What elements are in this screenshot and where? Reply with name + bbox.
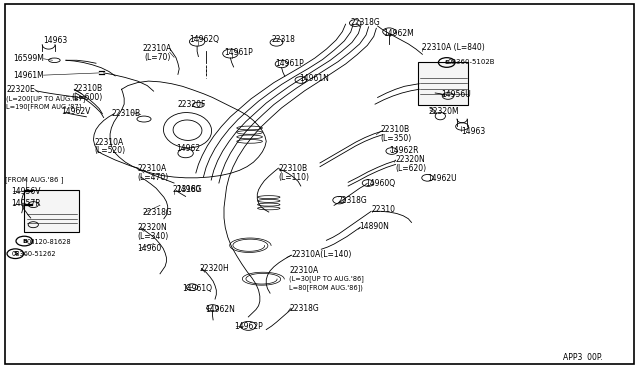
- Text: L=80[FROM AUG.'86]): L=80[FROM AUG.'86]): [289, 284, 363, 291]
- Text: 22320M: 22320M: [429, 107, 460, 116]
- Text: 22310B: 22310B: [278, 164, 308, 173]
- Text: 14961P: 14961P: [224, 48, 253, 57]
- Text: S: S: [13, 251, 18, 256]
- Text: 22310B: 22310B: [112, 109, 141, 118]
- Text: (L=200[UP TO AUG.'87]: (L=200[UP TO AUG.'87]: [6, 95, 86, 102]
- Text: 22310A: 22310A: [289, 266, 319, 275]
- Text: 22310B: 22310B: [74, 84, 103, 93]
- Text: APP3  00P.: APP3 00P.: [563, 353, 603, 362]
- Text: 22320N: 22320N: [396, 155, 425, 164]
- Text: 14962V: 14962V: [61, 107, 91, 116]
- Text: 14962Q: 14962Q: [189, 35, 219, 44]
- Text: 22320N: 22320N: [138, 223, 167, 232]
- Text: 22318G: 22318G: [351, 18, 380, 27]
- Text: 14890N: 14890N: [360, 222, 390, 231]
- Text: 14960: 14960: [177, 185, 201, 194]
- Text: 14963: 14963: [461, 127, 485, 136]
- Text: (L=620): (L=620): [396, 164, 427, 173]
- Text: 22320H: 22320H: [200, 264, 229, 273]
- Text: 22310B: 22310B: [381, 125, 410, 134]
- Text: 14962: 14962: [177, 144, 201, 153]
- Text: 14961N: 14961N: [300, 74, 330, 83]
- Text: 14963: 14963: [44, 36, 68, 45]
- Text: 22310A (L=840): 22310A (L=840): [422, 43, 485, 52]
- Text: 22310A: 22310A: [95, 138, 124, 147]
- Text: 14961Q: 14961Q: [182, 284, 212, 293]
- FancyBboxPatch shape: [24, 190, 79, 232]
- Text: 22318G: 22318G: [338, 196, 367, 205]
- Text: 14961P: 14961P: [275, 59, 304, 68]
- Text: (L=30[UP TO AUG.'86]: (L=30[UP TO AUG.'86]: [289, 276, 364, 282]
- Text: 14962M: 14962M: [383, 29, 413, 38]
- Text: 08360-51262: 08360-51262: [12, 251, 56, 257]
- Text: (L=110): (L=110): [278, 173, 309, 182]
- Text: B: B: [22, 238, 27, 244]
- Text: (L=520): (L=520): [95, 146, 126, 155]
- Text: 22318G: 22318G: [142, 208, 172, 217]
- Text: 14960: 14960: [138, 244, 162, 253]
- Text: [FROM AUG.'86 ]: [FROM AUG.'86 ]: [5, 176, 63, 183]
- Text: 14957R: 14957R: [12, 199, 41, 208]
- Text: (L=70): (L=70): [144, 53, 170, 62]
- Text: 14956V: 14956V: [12, 187, 41, 196]
- Text: 14961M: 14961M: [13, 71, 44, 80]
- Text: 14962P: 14962P: [234, 322, 263, 331]
- Text: (L=470): (L=470): [138, 173, 169, 182]
- Text: 22318G: 22318G: [173, 185, 202, 194]
- Text: (L=340): (L=340): [138, 232, 169, 241]
- Text: 22310: 22310: [371, 205, 396, 214]
- Text: 08360-5102B: 08360-5102B: [448, 60, 495, 65]
- Text: 22318: 22318: [272, 35, 296, 44]
- Text: 16599M: 16599M: [13, 54, 44, 63]
- Text: 22310A: 22310A: [138, 164, 167, 173]
- Text: 22320F: 22320F: [178, 100, 206, 109]
- Text: 22310A(L=140): 22310A(L=140): [291, 250, 351, 259]
- Text: 22310A: 22310A: [142, 44, 172, 53]
- Text: 14962U: 14962U: [428, 174, 457, 183]
- Text: 14962N: 14962N: [205, 305, 235, 314]
- Text: L=190[FROM AUG.'87]: L=190[FROM AUG.'87]: [6, 103, 82, 110]
- Text: 22318G: 22318G: [289, 304, 319, 312]
- Text: 14962R: 14962R: [389, 146, 419, 155]
- FancyBboxPatch shape: [418, 62, 468, 105]
- Text: S: S: [444, 60, 449, 65]
- Text: (L=350): (L=350): [381, 134, 412, 143]
- Text: 08120-81628: 08120-81628: [27, 239, 72, 245]
- Text: 14956U: 14956U: [442, 90, 471, 99]
- Text: 22320E: 22320E: [6, 85, 35, 94]
- Text: (L=600): (L=600): [72, 93, 103, 102]
- Text: 14960Q: 14960Q: [365, 179, 395, 188]
